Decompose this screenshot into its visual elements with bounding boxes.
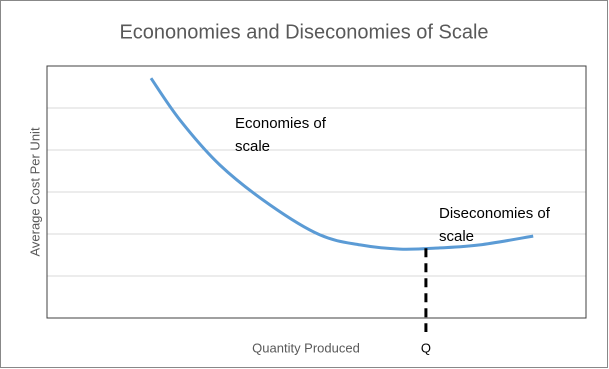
y-axis-label: Average Cost Per Unit bbox=[27, 127, 42, 256]
chart-title: Econonomies and Diseconomies of Scale bbox=[119, 21, 488, 43]
x-axis-label: Quantity Produced bbox=[252, 340, 360, 355]
annotation: Economies of bbox=[235, 115, 327, 132]
annotation: Diseconomies of bbox=[439, 205, 551, 222]
series-line bbox=[149, 77, 534, 251]
plot-border bbox=[46, 65, 587, 319]
annotation: scale bbox=[439, 228, 474, 245]
q-marker-label: Q bbox=[421, 340, 431, 355]
annotation: scale bbox=[235, 138, 270, 155]
